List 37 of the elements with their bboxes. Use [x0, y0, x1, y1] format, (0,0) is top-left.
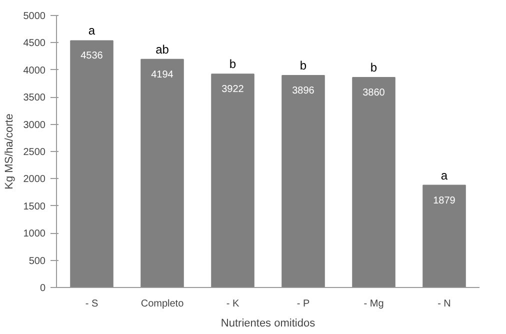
- annotation: b: [229, 57, 236, 72]
- y-tick-label: 0: [40, 283, 46, 294]
- data-label: 3860: [362, 88, 386, 99]
- x-tick-label: - N: [438, 298, 451, 310]
- y-tick-label: 5000: [23, 11, 46, 22]
- y-tick-label: 500: [28, 256, 46, 267]
- bar: [140, 58, 184, 288]
- annotation: a: [88, 24, 96, 38]
- annotation: b: [300, 58, 307, 73]
- data-label: 4536: [80, 50, 104, 62]
- data-label: 3922: [222, 84, 244, 96]
- data-label: 1879: [433, 195, 456, 206]
- annotation: a: [440, 168, 448, 182]
- y-tick-label: 4000: [23, 65, 46, 76]
- y-tick-label: 3000: [23, 120, 46, 131]
- bar: [70, 40, 114, 288]
- x-tick-label: - K: [226, 298, 240, 310]
- y-tick-label: 1000: [23, 228, 46, 240]
- bar: [352, 77, 396, 288]
- bar: [211, 74, 254, 288]
- y-tick-label: 1500: [23, 201, 46, 212]
- data-label: 3896: [292, 86, 315, 97]
- y-tick-label: 3500: [23, 92, 46, 104]
- annotation: ab: [156, 42, 170, 56]
- x-tick-label: Completo: [140, 298, 184, 310]
- bar: [282, 75, 325, 288]
- x-tick-label: - S: [85, 298, 98, 310]
- data-label: 4194: [151, 69, 174, 80]
- x-axis-title: Nutrientes omitidos: [220, 318, 316, 330]
- annotation: b: [370, 60, 378, 75]
- y-tick-label: 2000: [23, 174, 46, 186]
- y-tick-label: 2500: [23, 147, 46, 158]
- y-axis-title: Kg MS/ha/corte: [3, 114, 16, 190]
- bar: [422, 184, 466, 288]
- x-tick-label: - Mg: [364, 298, 384, 310]
- x-tick-label: - P: [296, 298, 310, 310]
- y-tick-label: 4500: [23, 38, 46, 50]
